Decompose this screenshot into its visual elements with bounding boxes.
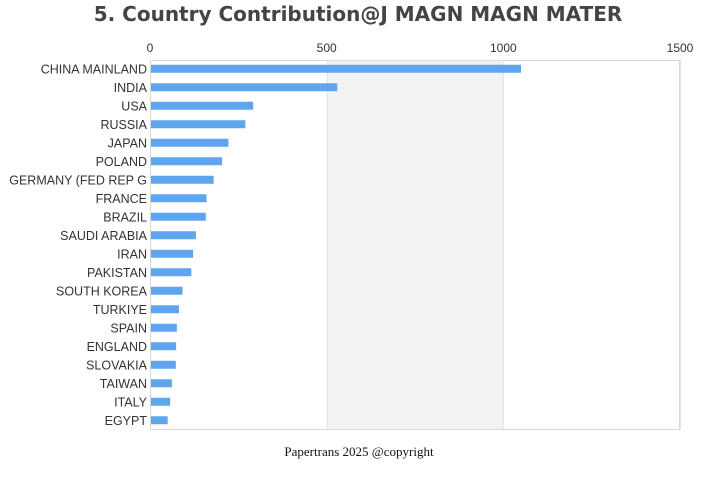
category-label: IRAN [117,247,147,261]
category-label: BRAZIL [103,210,147,224]
bar [151,212,206,221]
category-label: CHINA MAINLAND [41,62,147,76]
category-label: SAUDI ARABIA [60,229,147,243]
category-label: SLOVAKIA [86,358,148,372]
plot-area-border [150,60,680,430]
bar [151,83,338,92]
category-label: GERMANY (FED REP G [9,173,147,187]
bar [151,305,179,314]
bar [151,323,177,332]
copyright-footer: Papertrans 2025 @copyright [284,444,434,459]
bar [151,342,177,351]
plot-bands [150,60,681,430]
category-label: SPAIN [110,321,147,335]
bar [151,249,194,258]
bar [151,138,229,147]
category-label: JAPAN [108,136,147,150]
bar [151,175,214,184]
bar [151,379,172,388]
category-label: USA [121,99,147,113]
x-tick-label: 500 [317,41,337,55]
plot-band [326,60,504,430]
bar [151,416,168,425]
x-tick-label: 1000 [490,41,517,55]
category-label: TAIWAN [100,377,147,391]
category-label: PAKISTAN [87,266,147,280]
category-label: ITALY [114,395,148,409]
bar [151,286,183,295]
category-label: RUSSIA [100,118,147,132]
bar [151,231,196,240]
y-axis: CHINA MAINLAND INDIA USA RUSSIA JAPAN POLAND G… [9,62,147,428]
category-label: FRANCE [96,192,147,206]
x-tick-label: 1500 [667,41,694,55]
bar [151,360,176,369]
category-label: ENGLAND [87,340,147,354]
chart-title: 5. Country Contribution@J MAGN MAGN MATE… [93,2,623,26]
category-label: SOUTH KOREA [56,284,148,298]
category-label: POLAND [96,155,147,169]
category-label: INDIA [114,81,148,95]
bar [151,101,254,110]
bar [151,120,246,129]
bar [151,397,171,406]
bar [151,268,192,277]
bar [151,64,521,73]
bar [151,157,223,166]
x-axis: 0 500 1000 1500 [147,41,694,55]
category-label: TURKIYE [93,303,147,317]
category-label: EGYPT [105,414,148,428]
bar [151,194,207,203]
x-tick-label: 0 [147,41,154,55]
bars [151,64,521,425]
